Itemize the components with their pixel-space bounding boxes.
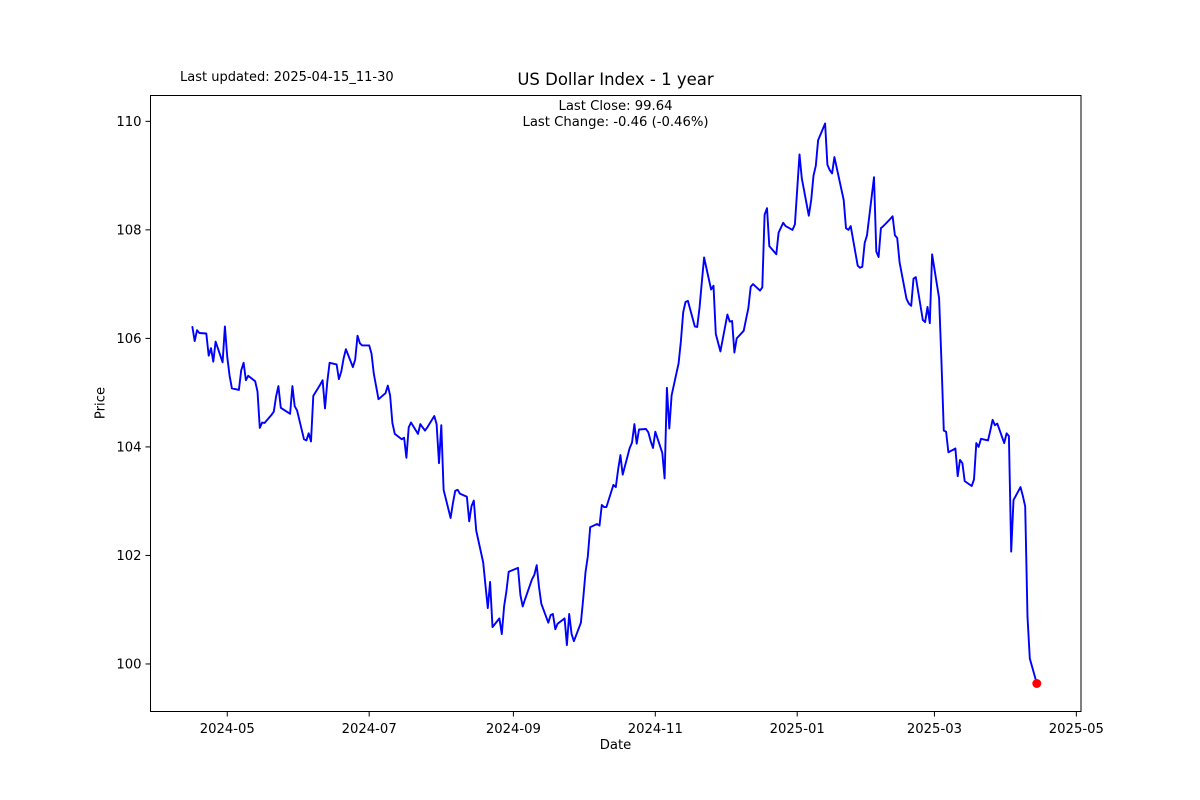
- axes-border: [150, 95, 1082, 712]
- y-tick-label: 106: [116, 332, 141, 347]
- x-tick-label: 2025-01: [770, 722, 825, 737]
- last-change-annotation: Last Change: -0.46 (-0.46%): [522, 115, 709, 130]
- price-line: [191, 122, 1038, 685]
- x-axis-label: Date: [599, 738, 632, 753]
- chart-title: US Dollar Index - 1 year: [517, 70, 714, 89]
- x-tick-label: 2025-03: [907, 722, 962, 737]
- last-close-annotation: Last Close: 99.64: [558, 99, 673, 114]
- x-tick-label: 2024-07: [342, 722, 397, 737]
- y-tick-label: 108: [116, 223, 141, 238]
- y-tick-label: 104: [116, 440, 141, 455]
- x-tick-label: 2024-09: [486, 722, 541, 737]
- last-close-marker: [1032, 679, 1042, 688]
- x-tick-label: 2024-05: [200, 722, 255, 737]
- x-tick-label: 2025-05: [1049, 722, 1104, 737]
- x-tick-label: 2024-11: [628, 722, 683, 737]
- y-tick-label: 110: [116, 115, 141, 130]
- y-tick-label: 100: [116, 657, 141, 672]
- y-tick-label: 102: [116, 549, 141, 564]
- last-updated-text: Last updated: 2025-04-15_11-30: [180, 70, 394, 85]
